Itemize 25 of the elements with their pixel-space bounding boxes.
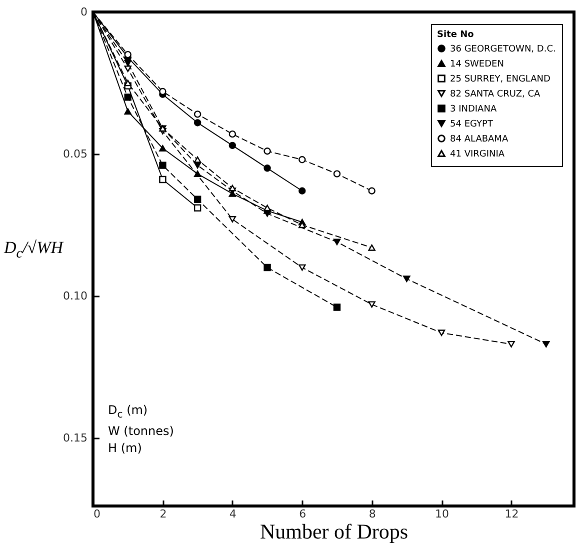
- legend-label: 36 GEORGETOWN, D.C.: [450, 44, 556, 54]
- y-tick-label: 0: [80, 6, 88, 18]
- y-tick-label: 0.05: [63, 147, 88, 160]
- legend-label: 54 EGYPT: [450, 120, 494, 130]
- legend-label: 14 SWEDEN: [450, 60, 504, 70]
- x-tick-label: 4: [229, 508, 236, 520]
- x-tick-label: 12: [504, 508, 519, 520]
- annotation: H (m): [108, 440, 143, 458]
- x-axis-title: Number of Drops: [260, 520, 408, 544]
- legend-label: 3 INDIANA: [450, 104, 498, 114]
- x-tick-label: 0: [94, 508, 100, 520]
- y-axis-title: D$_{c}$/√WH: [4, 238, 64, 262]
- legend-label: 82 SANTA CRUZ, CA: [450, 90, 542, 100]
- legend-label: 25 SURREY, ENGLAND: [450, 74, 551, 84]
- y-tick-label: 0.10: [63, 289, 88, 302]
- x-tick-label: 8: [368, 508, 376, 520]
- legend-label: 41 VIRGINIA: [450, 150, 506, 160]
- annotation: W (tonnes): [108, 423, 174, 440]
- x-tick-label: 10: [435, 508, 450, 520]
- legend-label: 84 ALABAMA: [450, 134, 509, 144]
- x-tick-label: 2: [160, 508, 167, 520]
- y-tick-label: 0.15: [63, 431, 88, 444]
- legend-title: Site No: [437, 30, 474, 40]
- annotation: D$_{c}$ (m): [108, 402, 149, 422]
- x-tick-label: 6: [299, 508, 306, 520]
